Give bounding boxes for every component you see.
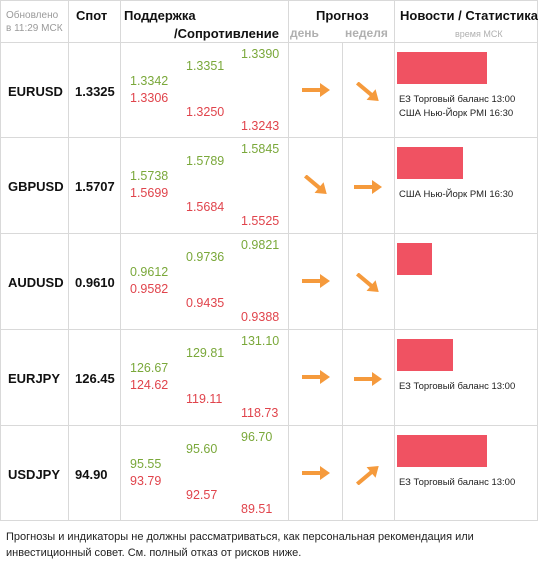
support-2-green: 129.81 xyxy=(186,346,225,360)
support-2-red: 92.57 xyxy=(186,488,218,502)
arrow-down-right-icon xyxy=(352,272,384,293)
arrow-down-right-icon xyxy=(352,81,384,102)
support-2-red: 119.11 xyxy=(186,392,223,406)
support-1-green: 126.67 xyxy=(130,361,169,375)
news-item[interactable]: ЕЗ Торговый баланс 13:00 xyxy=(399,477,516,488)
header-resistance: /Сопротивление xyxy=(174,26,279,41)
news-bar xyxy=(397,147,463,179)
arrow-right-icon xyxy=(352,369,384,389)
news-bar xyxy=(397,339,453,371)
resistance-red: 0.9388 xyxy=(241,310,280,324)
arrow-down-right-icon xyxy=(300,174,332,195)
arrow-right-icon xyxy=(300,463,332,483)
news-bar xyxy=(397,52,487,84)
support-2-green: 0.9736 xyxy=(186,250,225,264)
arrow-up-right-icon xyxy=(352,465,384,486)
news-bar xyxy=(397,435,487,467)
spot-price: 1.5707 xyxy=(75,179,115,194)
support-1-green: 1.5738 xyxy=(130,169,169,183)
header-news: Новости / Статистика xyxy=(400,8,538,23)
header-forecast: Прогноз xyxy=(316,8,369,23)
support-1-green: 1.3342 xyxy=(130,74,169,88)
resistance-red: 118.73 xyxy=(241,406,279,420)
support-2-red: 1.3250 xyxy=(186,105,225,119)
support-2-green: 1.3351 xyxy=(186,59,225,73)
spot-price: 126.45 xyxy=(75,371,115,386)
header-time-msk: время МСК xyxy=(455,29,503,39)
support-2-red: 1.5684 xyxy=(186,200,225,214)
news-item[interactable]: ЕЗ Торговый баланс 13:00 xyxy=(399,381,516,392)
arrow-right-icon xyxy=(300,367,332,387)
header-week: неделя xyxy=(345,26,388,40)
resistance-green: 1.3390 xyxy=(241,47,280,61)
news-item[interactable]: США Нью-Йорк PMI 16:30 xyxy=(399,189,514,200)
support-2-red: 0.9435 xyxy=(186,296,225,310)
support-1-green: 95.55 xyxy=(130,457,162,471)
resistance-red: 1.5525 xyxy=(241,214,280,228)
support-1-green: 0.9612 xyxy=(130,265,169,279)
resistance-green: 131.10 xyxy=(241,334,280,348)
pair-name[interactable]: EURJPY xyxy=(8,371,61,386)
support-1-red: 0.9582 xyxy=(130,282,169,296)
support-1-red: 1.3306 xyxy=(130,91,169,105)
disclaimer: Прогнозы и индикаторы не должны рассматр… xyxy=(6,531,474,559)
pair-name[interactable]: AUDUSD xyxy=(8,275,64,290)
resistance-red: 89.51 xyxy=(241,502,273,516)
header-support: Поддержка xyxy=(124,8,196,23)
header-day: день xyxy=(290,26,319,40)
arrow-right-icon xyxy=(300,80,332,100)
pair-name[interactable]: EURUSD xyxy=(8,84,63,99)
support-1-red: 124.62 xyxy=(130,378,169,392)
news-item[interactable]: ЕЗ Торговый баланс 13:00 xyxy=(399,94,516,105)
resistance-green: 1.5845 xyxy=(241,142,280,156)
pair-name[interactable]: GBPUSD xyxy=(8,179,64,194)
resistance-green: 0.9821 xyxy=(241,238,280,252)
header-spot: Спот xyxy=(76,8,108,23)
arrow-right-icon xyxy=(300,271,332,291)
spot-price: 94.90 xyxy=(75,467,108,482)
resistance-red: 1.3243 xyxy=(241,119,280,133)
spot-price: 0.9610 xyxy=(75,275,115,290)
news-bar xyxy=(397,243,432,275)
support-1-red: 93.79 xyxy=(130,474,162,488)
spot-price: 1.3325 xyxy=(75,84,115,99)
arrow-right-icon xyxy=(352,177,384,197)
support-2-green: 95.60 xyxy=(186,442,218,456)
resistance-green: 96.70 xyxy=(241,430,273,444)
support-1-red: 1.5699 xyxy=(130,186,169,200)
pair-name[interactable]: USDJPY xyxy=(8,467,61,482)
support-2-green: 1.5789 xyxy=(186,154,225,168)
updated-label: Обновлено в 11:29 МСК xyxy=(6,10,63,34)
news-item[interactable]: США Нью-Йорк PMI 16:30 xyxy=(399,108,514,119)
